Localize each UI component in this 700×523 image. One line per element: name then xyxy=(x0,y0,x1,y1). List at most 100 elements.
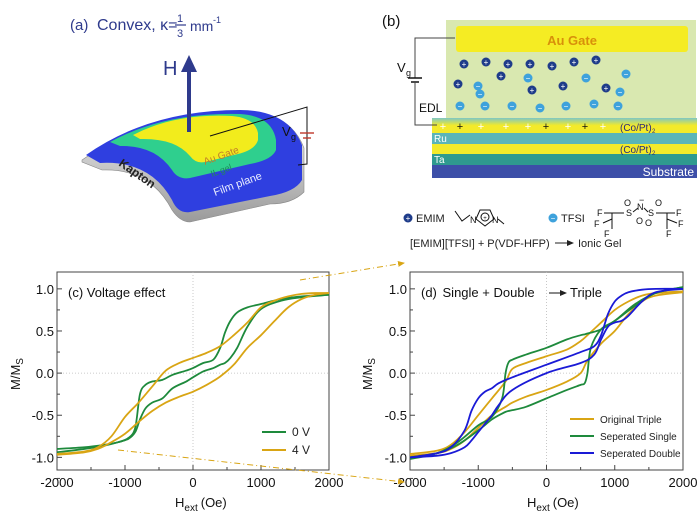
svg-text:O: O xyxy=(645,218,652,228)
layer-copt-top xyxy=(432,118,697,133)
x-tick-label: 0 xyxy=(543,475,550,490)
series-seperated-double-ascending-branch xyxy=(409,287,684,459)
tfsi-label: TFSI xyxy=(561,213,585,225)
cation-icon xyxy=(459,59,469,69)
anion-minus-glyph: − xyxy=(616,102,621,111)
x-tick-label: 1000 xyxy=(600,475,629,490)
anion-icon xyxy=(581,73,591,83)
chart-d-ylabel: M/MS xyxy=(360,358,378,390)
field-label: H xyxy=(163,58,177,80)
au-gate-block xyxy=(456,26,688,52)
anion-icon xyxy=(615,87,625,97)
b-circuit-wire-top xyxy=(414,37,455,78)
svg-text:O: O xyxy=(624,198,631,208)
layer-ru xyxy=(432,133,697,144)
anion-icon xyxy=(455,101,465,111)
chart-d-xlabel-unit: (Oe) xyxy=(553,495,579,510)
anion-icon xyxy=(473,81,483,91)
chart-c-legend: 0 V4 V xyxy=(262,425,310,457)
y-tick-label: -1.0 xyxy=(32,450,54,465)
edl-plus-charge: + xyxy=(543,121,549,133)
chart-c-grid xyxy=(57,272,329,470)
chart-c-title: (c) Voltage effect xyxy=(68,285,166,300)
cation-plus-glyph: + xyxy=(506,60,511,69)
edl-plus-charge: + xyxy=(582,121,588,133)
layer-copt-bottom-label: (Co/Pt) xyxy=(620,145,652,156)
edl-plus-charge: + xyxy=(600,121,606,133)
au-gate-text: Au Gate xyxy=(547,33,597,48)
chart-d-title-left: Single + Double xyxy=(443,285,535,300)
series-4-v-ascending-branch xyxy=(56,292,330,456)
chart-d-grid xyxy=(410,272,683,470)
cation-plus-glyph: + xyxy=(561,82,566,91)
connector-arrow-bottom xyxy=(117,449,405,485)
x-tick-label: 2000 xyxy=(315,475,344,490)
anion-minus-glyph: − xyxy=(483,102,488,111)
cation-icon xyxy=(496,71,506,81)
cation-icon xyxy=(453,79,463,89)
chart-d-series xyxy=(409,286,684,460)
svg-text:O: O xyxy=(636,216,643,226)
anion-icon xyxy=(480,101,490,111)
plus-glyph: + xyxy=(406,214,411,223)
bent-device-illustration: Au Gate IL gel Film plane Kapton H V g xyxy=(81,55,314,223)
svg-text:−: − xyxy=(639,195,644,205)
emim-charge: + xyxy=(483,216,487,222)
panel-a-label: (a) xyxy=(70,17,88,34)
chart-d-title-label: (d) xyxy=(421,285,437,300)
legend-label-seperated-single: Seperated Single xyxy=(600,432,677,443)
anion-icon xyxy=(507,101,517,111)
layer-stack: + + + + + + + + + (Co/Pt) 2 Ru (Co/Pt) 2 Ta Subs… xyxy=(432,118,697,179)
series-4-v-descending-branch xyxy=(56,292,330,455)
x-tick-label: -2000 xyxy=(40,475,73,490)
emim-n1: N xyxy=(470,215,477,225)
anion-icon xyxy=(621,69,631,79)
cation-plus-glyph: + xyxy=(462,60,467,69)
anion-minus-glyph: − xyxy=(584,74,589,83)
anion-icon xyxy=(535,103,545,113)
svg-text:F: F xyxy=(597,208,603,218)
chart-c-ticks: -2000 -1000 0 1000 2000 1.0 0.5 0.0 -0.5 -1.0 xyxy=(32,282,344,490)
y-tick-label: 0.5 xyxy=(389,324,407,339)
series-seperated-double-descending-branch xyxy=(409,287,684,459)
cation-icon xyxy=(547,61,557,71)
chart-d-title-right: Triple xyxy=(570,285,602,300)
field-arrow-head-icon xyxy=(181,55,197,72)
cation-plus-glyph: + xyxy=(530,86,535,95)
x-tick-label: -1000 xyxy=(462,475,495,490)
y-tick-label: -1.0 xyxy=(385,450,407,465)
edl-charges: + + + + + + + + + xyxy=(440,121,606,133)
ion-cloud: + + + + + + ++++ + +− − −−− −− − − − − − − xyxy=(453,55,631,113)
layer-ta-label: Ta xyxy=(434,155,445,166)
legend-label-seperated-double: Seperated Double xyxy=(600,449,681,460)
layer-copt-bottom xyxy=(432,144,697,154)
anion-minus-glyph: − xyxy=(618,88,623,97)
anion-minus-glyph: − xyxy=(526,74,531,83)
anion-minus-glyph: − xyxy=(476,82,481,91)
chart-c-xlabel-sub: ext xyxy=(184,503,198,514)
layer-substrate-label: Substrate xyxy=(643,165,695,179)
cation-plus-glyph: + xyxy=(604,84,609,93)
cation-icon xyxy=(591,55,601,65)
x-tick-label: -2000 xyxy=(393,475,426,490)
y-tick-label: 0.5 xyxy=(36,324,54,339)
series-0-v-descending-branch xyxy=(56,293,330,450)
tfsi-structure-icon: FFF OSO N− SOO FFF xyxy=(594,195,684,239)
x-tick-label: 1000 xyxy=(247,475,276,490)
anion-minus-glyph: − xyxy=(510,102,515,111)
vg-sub-b: g xyxy=(406,68,411,78)
panel-b: (b) Au Gate + + + + + + ++++ + +− − −−− −− − − − − − − + +… xyxy=(382,13,697,250)
cation-plus-glyph: + xyxy=(456,80,461,89)
edl-plus-charge: + xyxy=(525,121,531,133)
chart-d-xlabel-sub: ext xyxy=(536,503,550,514)
anion-icon xyxy=(475,89,485,99)
emim-label: EMIM xyxy=(416,213,445,225)
x-tick-label: 2000 xyxy=(669,475,698,490)
anion-minus-glyph: − xyxy=(538,104,543,113)
cation-plus-glyph: + xyxy=(484,58,489,67)
layer-copt-top-sub: 2 xyxy=(652,129,656,135)
anion-icon xyxy=(523,73,533,83)
y-tick-label: 1.0 xyxy=(389,282,407,297)
anion-minus-glyph: − xyxy=(458,102,463,111)
anion-minus-glyph: − xyxy=(564,102,569,111)
